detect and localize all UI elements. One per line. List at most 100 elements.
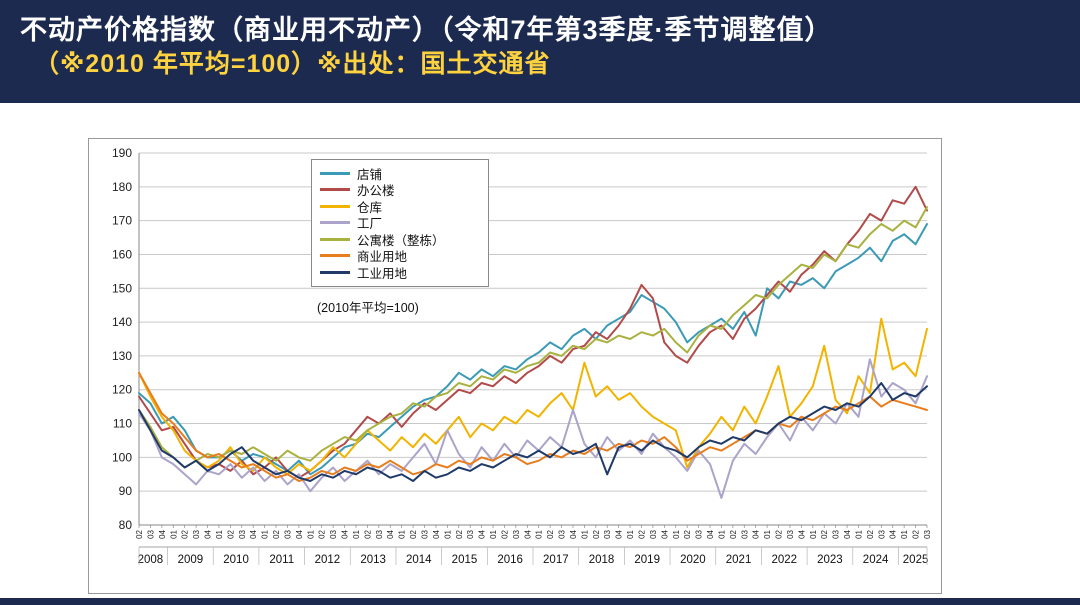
svg-text:02: 02 [729,529,738,538]
svg-text:04: 04 [204,529,213,538]
svg-text:160: 160 [112,247,132,261]
legend-item: 仓库 [320,198,480,215]
svg-text:2011: 2011 [269,554,294,566]
svg-text:03: 03 [146,529,155,538]
svg-text:04: 04 [752,529,761,538]
svg-text:04: 04 [478,529,487,538]
svg-text:03: 03 [832,529,841,538]
bottom-bar [0,598,1080,605]
svg-text:01: 01 [215,529,224,538]
legend-label: 商业用地 [357,250,408,265]
svg-text:02: 02 [226,529,235,538]
legend-label: 公寓楼（整栋） [357,233,445,248]
svg-text:04: 04 [660,529,669,538]
svg-text:03: 03 [740,529,749,538]
svg-text:02: 02 [546,529,555,538]
legend-label: 工厂 [357,217,383,232]
svg-text:80: 80 [119,518,133,532]
legend-swatch [320,237,350,241]
svg-text:120: 120 [112,383,132,397]
svg-text:03: 03 [649,529,658,538]
svg-text:2009: 2009 [178,554,204,566]
svg-text:02: 02 [637,529,646,538]
svg-text:2023: 2023 [817,554,843,566]
svg-text:2012: 2012 [315,554,341,566]
svg-text:03: 03 [512,529,521,538]
svg-text:01: 01 [626,529,635,538]
svg-text:03: 03 [923,529,932,538]
svg-text:02: 02 [318,529,327,538]
svg-text:04: 04 [295,529,304,538]
svg-text:02: 02 [775,529,784,538]
svg-text:03: 03 [603,529,612,538]
svg-text:2013: 2013 [360,554,386,566]
legend-item: 办公楼 [320,182,480,199]
svg-text:03: 03 [192,529,201,538]
legend-item: 公寓楼（整栋） [320,231,480,248]
svg-text:2015: 2015 [452,554,478,566]
legend-swatch [320,204,350,208]
svg-text:2022: 2022 [771,554,797,566]
svg-text:140: 140 [112,315,132,329]
svg-text:180: 180 [112,180,132,194]
legend-swatch [320,254,350,258]
chart-annotation: (2010年平均=100) [317,301,419,315]
svg-text:2016: 2016 [497,554,523,566]
svg-text:02: 02 [866,529,875,538]
svg-text:03: 03 [421,529,430,538]
svg-text:03: 03 [695,529,704,538]
svg-text:04: 04 [889,529,898,538]
svg-text:01: 01 [763,529,772,538]
legend-item: 商业用地 [320,248,480,265]
svg-text:02: 02 [820,529,829,538]
svg-text:02: 02 [912,529,921,538]
svg-text:01: 01 [261,529,270,538]
slide-header: 不动产价格指数（商业用不动产）（令和7年第3季度·季节调整值） （※2010 年… [0,0,1080,103]
legend-item: 工业用地 [320,264,480,281]
svg-text:02: 02 [409,529,418,538]
svg-text:130: 130 [112,349,132,363]
legend-label: 工业用地 [357,266,408,281]
svg-text:2021: 2021 [726,554,752,566]
svg-text:02: 02 [500,529,509,538]
svg-text:04: 04 [797,529,806,538]
legend-label: 办公楼 [357,184,395,199]
svg-text:02: 02 [455,529,464,538]
legend-swatch [320,221,350,225]
chart-frame: 80 90 100 110 120 130 140 150 160 170 180 190 02 03 04… [88,138,942,594]
svg-text:02: 02 [363,529,372,538]
svg-text:170: 170 [112,214,132,228]
svg-text:03: 03 [786,529,795,538]
svg-text:02: 02 [272,529,281,538]
svg-text:04: 04 [843,529,852,538]
svg-text:04: 04 [569,529,578,538]
svg-text:01: 01 [900,529,909,538]
svg-text:2025: 2025 [903,554,929,566]
svg-text:2018: 2018 [589,554,615,566]
svg-text:03: 03 [283,529,292,538]
svg-text:04: 04 [249,529,258,538]
svg-text:04: 04 [432,529,441,538]
legend-swatch [320,188,350,192]
svg-text:03: 03 [877,529,886,538]
svg-text:01: 01 [352,529,361,538]
svg-text:2020: 2020 [680,554,706,566]
svg-text:04: 04 [341,529,350,538]
svg-text:2014: 2014 [406,554,432,566]
legend-label: 仓库 [357,200,383,215]
svg-text:02: 02 [135,529,144,538]
svg-text:150: 150 [112,281,132,295]
svg-text:01: 01 [535,529,544,538]
svg-text:04: 04 [523,529,532,538]
svg-text:01: 01 [169,529,178,538]
svg-text:03: 03 [558,529,567,538]
chart-legend: 店铺 办公楼 仓库 工厂 公寓楼（整栋） 商业用地 工业用地 [311,159,489,287]
svg-text:01: 01 [809,529,818,538]
page-subtitle: （※2010 年平均=100）※出处：国土交通省 [34,50,551,79]
svg-text:01: 01 [672,529,681,538]
svg-text:01: 01 [489,529,498,538]
svg-text:100: 100 [112,450,132,464]
svg-text:02: 02 [683,529,692,538]
svg-text:2019: 2019 [634,554,660,566]
